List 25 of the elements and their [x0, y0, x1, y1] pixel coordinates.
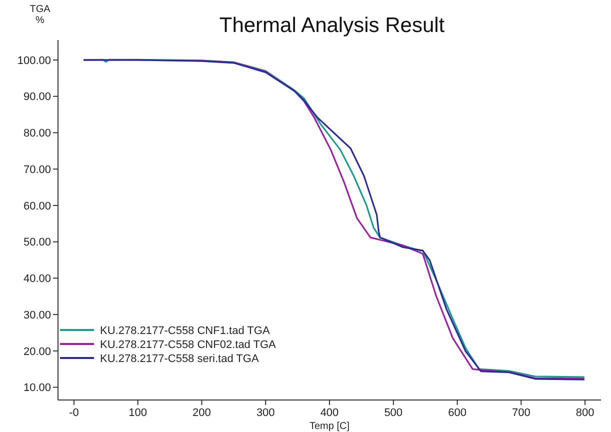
y-axis-title: TGA %	[30, 4, 51, 26]
x-tick-label: 600	[448, 407, 466, 419]
y-tick-label: 10.00	[23, 382, 51, 394]
y-tick-label: 60.00	[23, 200, 51, 212]
x-tick-label: 100	[128, 407, 148, 419]
y-tick-label: 70.00	[23, 164, 51, 176]
legend-label: KU.278.2177-C558 CNF1.tad TGA	[100, 324, 270, 337]
y-tick-label: 30.00	[23, 309, 51, 322]
y-tick-label: 40.00	[23, 273, 51, 286]
legend-label: KU.278.2177-C558 CNF02.tad TGA	[100, 338, 277, 351]
x-tick-label: -0	[69, 407, 79, 419]
chart-title: Thermal Analysis Result	[219, 14, 445, 37]
y-tick-label: 90.00	[23, 91, 51, 104]
x-tick-label: 500	[384, 407, 403, 419]
y-tick-label: 80.00	[23, 128, 51, 140]
y-tick-label: 50.00	[23, 236, 51, 249]
y-tick-label: 20.00	[23, 346, 51, 358]
x-tick-label: 300	[256, 407, 275, 419]
x-axis-title: Temp [C]	[309, 421, 350, 432]
x-tick-label: 200	[192, 407, 211, 419]
legend-label: KU.278.2177-C558 seri.tad TGA	[100, 352, 260, 365]
x-tick-label: 400	[320, 407, 339, 419]
x-tick-label: 700	[512, 407, 530, 419]
y-tick-label: 100.00	[17, 54, 51, 67]
x-tick-label: 800	[576, 407, 594, 419]
